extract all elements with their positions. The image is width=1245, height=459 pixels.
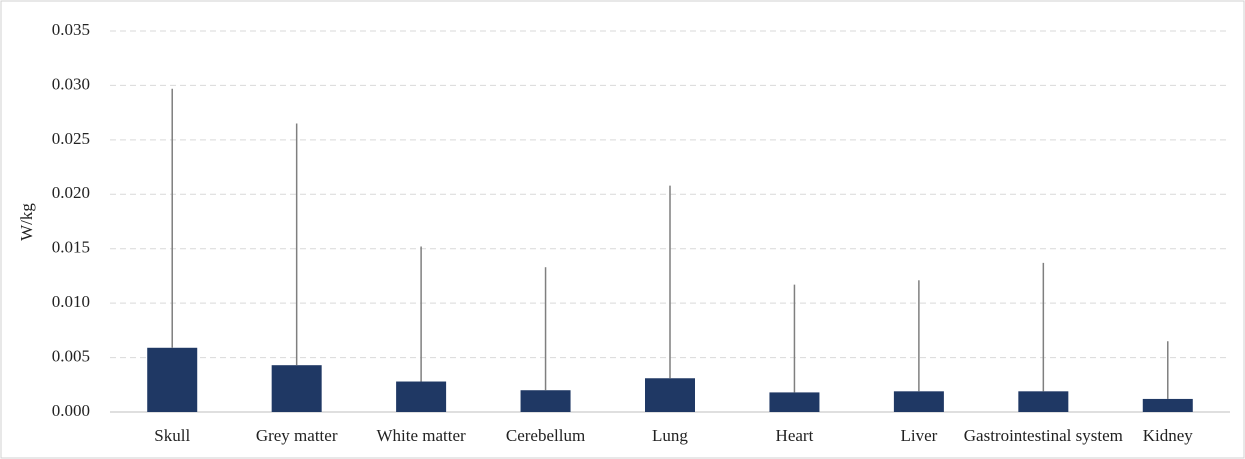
y-tick-label: 0.000 [52,401,90,420]
y-tick-label: 0.035 [52,20,90,39]
x-tick-label: Skull [154,426,190,445]
bar [645,378,695,412]
x-tick-label: Gastrointestinal system [964,426,1123,445]
x-tick-label: Lung [652,426,688,445]
x-tick-label: White matter [377,426,467,445]
x-tick-label: Grey matter [256,426,338,445]
y-tick-label: 0.030 [52,74,90,93]
x-tick-label: Kidney [1143,426,1194,445]
y-axis-label: W/kg [17,203,36,241]
bar [396,381,447,412]
bar [893,391,944,412]
bar [147,347,198,412]
y-tick-label: 0.020 [52,183,90,202]
bar [1142,398,1193,412]
bar [520,390,571,412]
bar [769,392,820,412]
x-tick-label: Cerebellum [506,426,585,445]
bar [1018,391,1069,412]
y-tick-label: 0.015 [52,238,90,257]
y-tick-label: 0.025 [52,129,90,148]
bar [271,365,322,412]
x-tick-label: Liver [900,426,937,445]
y-tick-label: 0.010 [52,292,90,311]
y-tick-label: 0.005 [52,346,90,365]
x-tick-label: Heart [776,426,814,445]
